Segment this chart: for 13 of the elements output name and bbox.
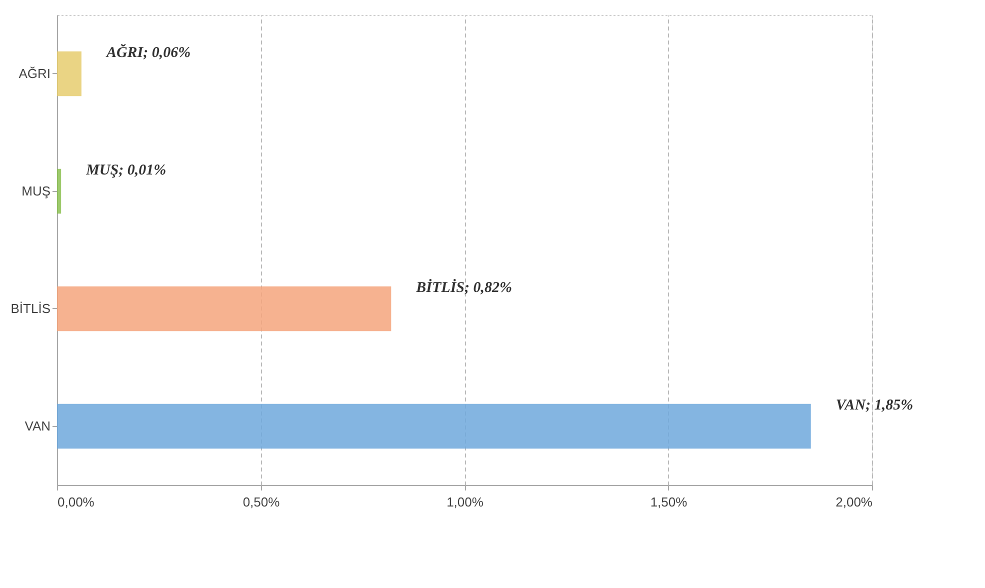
x-tick-label: 1,50% — [650, 494, 688, 510]
y-tick-label: AĞRI — [18, 66, 50, 81]
x-tick-label: 1,00% — [446, 494, 484, 510]
y-tick-label: MUŞ — [22, 183, 51, 198]
data-label: VAN; 1,85% — [836, 397, 914, 414]
y-tick-label: BİTLİS — [10, 300, 51, 316]
data-label: MUŞ; 0,01% — [85, 162, 166, 178]
data-label: AĞRI; 0,06% — [105, 44, 191, 61]
y-tick-label: VAN — [24, 418, 50, 434]
x-tick-label: 0,50% — [242, 494, 280, 510]
data-label: BİTLİS; 0,82% — [415, 278, 512, 296]
x-tick-label: 0,00% — [58, 494, 95, 510]
x-tick-label: 2,00% — [836, 494, 873, 510]
